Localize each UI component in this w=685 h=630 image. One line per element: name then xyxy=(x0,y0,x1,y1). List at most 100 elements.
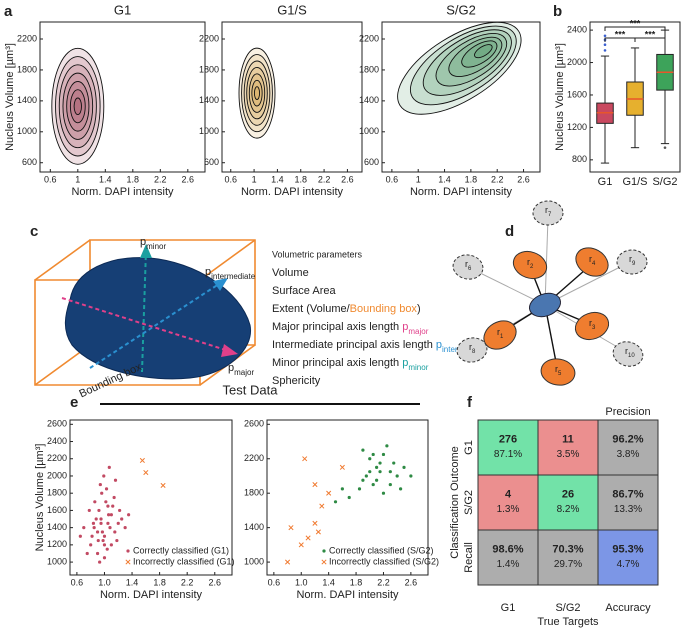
point xyxy=(102,543,107,547)
point xyxy=(104,500,108,504)
x-axis-label: Norm. DAPI intensity xyxy=(71,186,174,198)
text-part: ) xyxy=(417,303,421,315)
x-tick-label: 2.2 xyxy=(318,174,331,184)
legend-marker xyxy=(126,549,130,553)
point xyxy=(375,465,379,469)
point xyxy=(381,452,386,457)
x-tick-label: 0.6 xyxy=(268,577,281,587)
y-tick-label: 1800 xyxy=(199,64,219,74)
cell-sub: 3.8% xyxy=(617,449,640,460)
density-contour xyxy=(243,60,271,126)
neighbour-cell xyxy=(574,311,610,341)
density-contour xyxy=(69,89,86,124)
point xyxy=(99,517,103,521)
y-tick-label: 1000 xyxy=(17,126,37,136)
axis-symbol: p xyxy=(228,362,234,374)
cell-sub: 3.5% xyxy=(557,449,580,460)
center-nucleus xyxy=(529,292,561,318)
point xyxy=(398,487,403,491)
density-contour xyxy=(397,21,522,115)
parameter-item: Major principal axis length pmajor xyxy=(272,321,429,336)
point xyxy=(118,508,122,513)
cell-main: 11 xyxy=(562,433,574,445)
point xyxy=(371,452,375,457)
point xyxy=(312,482,318,488)
y-tick-label: 2000 xyxy=(47,470,67,480)
point xyxy=(112,495,116,500)
point xyxy=(109,513,113,517)
r-symbol: r xyxy=(629,254,632,264)
y-tick-label: 2200 xyxy=(359,33,379,43)
point xyxy=(78,534,82,538)
diagram-title: Volumetric parameters xyxy=(272,249,363,259)
target-label: True Targets xyxy=(537,616,599,628)
cell-main: 26 xyxy=(562,488,574,500)
point xyxy=(108,526,112,530)
x-tick-label: 1.8 xyxy=(350,577,363,587)
point xyxy=(106,521,110,525)
density-contour xyxy=(461,40,498,68)
density-contour xyxy=(62,72,94,140)
panel-label: d xyxy=(505,223,514,240)
point xyxy=(87,508,91,513)
point xyxy=(364,474,368,478)
x-tick-label: 2.2 xyxy=(491,174,504,184)
text-part: Surface Area xyxy=(272,285,336,297)
point xyxy=(395,474,399,478)
y-tick-label: 2200 xyxy=(199,33,219,43)
r-index: 5 xyxy=(558,371,562,377)
col-label: S/G2 xyxy=(555,602,580,614)
y-tick-label: 2000 xyxy=(567,57,587,67)
text-part: Volume xyxy=(272,267,309,279)
y-axis-label: Nucleus Volume [µm³] xyxy=(554,43,566,151)
y-tick-label: 600 xyxy=(364,157,379,167)
r-index: 2 xyxy=(530,264,534,270)
text-part: major xyxy=(408,327,428,336)
neighbour-cell xyxy=(512,250,548,280)
point xyxy=(92,526,96,530)
panel-label: f xyxy=(467,394,473,411)
neighbour-label: r2 xyxy=(527,257,534,269)
point xyxy=(381,491,386,495)
point xyxy=(315,529,321,535)
neighbour-cell xyxy=(612,341,644,367)
parameter-item: Extent (Volume/Bounding box) xyxy=(272,303,421,315)
parameter-item: Intermediate principal axis length pinte… xyxy=(272,339,487,354)
r-index: 10 xyxy=(628,353,635,359)
row-label: G1 xyxy=(463,440,475,455)
text-part: minor xyxy=(408,363,428,372)
matrix-cell xyxy=(477,419,539,476)
point xyxy=(111,504,115,508)
y-tick-label: 1400 xyxy=(244,522,264,532)
y-tick-label: 2200 xyxy=(47,453,67,463)
point xyxy=(371,482,375,487)
plot-frame xyxy=(589,21,681,173)
point xyxy=(378,461,382,465)
matrix-cell xyxy=(477,474,539,531)
r-index: 6 xyxy=(468,266,472,272)
x-tick-label: 2.6 xyxy=(405,577,418,587)
y-tick-label: 2200 xyxy=(17,33,37,43)
point xyxy=(361,448,365,452)
r-index: 8 xyxy=(472,349,476,355)
legend-label: Correctly classified (S/G2) xyxy=(329,545,434,555)
x-tick-label: 1.8 xyxy=(127,174,140,184)
point xyxy=(326,490,332,496)
cell-main: 98.6% xyxy=(492,543,523,555)
point xyxy=(339,464,345,470)
point xyxy=(94,517,98,521)
point xyxy=(385,444,389,448)
x-tick-label: 1 xyxy=(252,174,257,184)
text-part: Sphericity xyxy=(272,375,321,387)
point xyxy=(109,543,113,547)
outlier xyxy=(603,43,607,47)
cell-sub: 13.3% xyxy=(614,504,642,515)
matrix-cell xyxy=(537,474,599,531)
neighbour-cell xyxy=(452,254,484,280)
x-tick-label: S/G2 xyxy=(652,176,677,188)
point xyxy=(368,457,372,461)
y-tick-label: 1000 xyxy=(47,556,67,566)
neighbour-label: r5 xyxy=(555,364,562,376)
nucleus-blob xyxy=(64,257,251,380)
point xyxy=(107,465,111,469)
